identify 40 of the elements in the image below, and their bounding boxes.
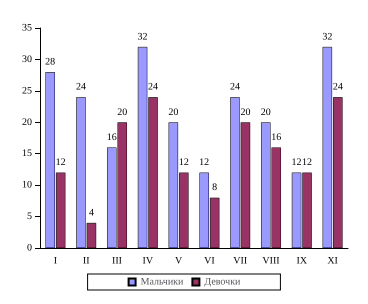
x-tick-label: III	[112, 256, 122, 266]
data-label: 20	[260, 106, 271, 118]
x-tick-label: VI	[204, 256, 215, 266]
data-label: 20	[240, 106, 250, 118]
data-label: 16	[271, 132, 282, 143]
y-tick-label: 25	[22, 85, 32, 96]
data-label: 16	[106, 132, 117, 143]
data-label: 12	[302, 157, 312, 168]
x-tick-label: XI	[327, 256, 338, 266]
data-label: 20	[168, 106, 178, 118]
data-label: 4	[88, 207, 94, 218]
y-tick-label: 35	[22, 22, 32, 34]
y-tick-label: 30	[22, 54, 32, 65]
y-tick-label: 15	[22, 148, 32, 160]
data-label: 24	[148, 82, 158, 93]
data-label: 24	[230, 82, 240, 93]
data-label: 32	[138, 31, 148, 42]
legend-label: Мальчики	[140, 276, 184, 288]
legend-label: Девочки	[204, 276, 242, 288]
x-tick-label: II	[82, 256, 90, 266]
data-label: 28	[45, 56, 56, 68]
y-tick-label: 20	[22, 116, 32, 128]
x-tick-label: IV	[142, 256, 154, 266]
data-label: 20	[117, 106, 128, 118]
x-tick-label: VIII	[262, 256, 280, 266]
data-label: 12	[178, 157, 189, 168]
x-tick-label: IX	[296, 256, 308, 266]
data-label: 8	[212, 182, 218, 194]
data-label: 12	[199, 157, 210, 168]
y-tick-label: 0	[27, 242, 32, 254]
y-tick-label: 5	[27, 211, 32, 222]
data-label: 12	[56, 157, 66, 168]
data-label: 32	[322, 31, 332, 42]
x-tick-label: V	[174, 256, 183, 266]
data-label: 12	[292, 157, 302, 168]
y-tick-label: 10	[22, 180, 32, 191]
data-label: 24	[76, 82, 86, 93]
data-label: 24	[332, 82, 343, 93]
x-tick-label: VII	[233, 256, 248, 266]
x-tick-label: I	[54, 256, 58, 266]
